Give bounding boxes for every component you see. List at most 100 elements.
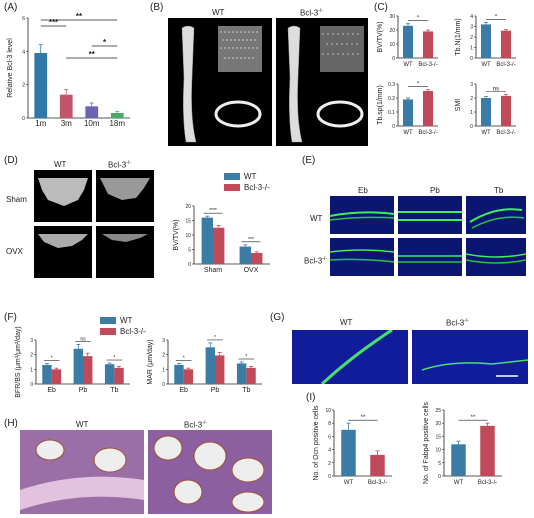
- chart-a-sig-label: ***: [49, 18, 59, 27]
- chart-a-xtick-label: 18m: [109, 119, 125, 128]
- chart-c2-ytick-label: 0: [470, 56, 473, 62]
- chart-c3-xtick-label: Bcl-3-/-: [418, 130, 437, 136]
- chart-d-ytick-label: 0: [188, 262, 191, 268]
- chart-i1-ytick-label: 4: [328, 448, 331, 454]
- chart-f1-bar: [51, 369, 62, 384]
- panel-label-i: (I): [306, 392, 316, 403]
- chart-i2-ytick-label: 0: [438, 474, 441, 480]
- chart-i1-bar: [370, 454, 385, 476]
- chart-i1-ytick-label: 6: [328, 434, 331, 440]
- chart-c2-xtick-label: Bcl-3-/-: [496, 62, 515, 68]
- chart-c1-bar: [423, 31, 433, 58]
- chart-c1-sig-label: *: [417, 16, 420, 22]
- chart-f2-xtick-label: Pb: [211, 387, 220, 394]
- chart-f2-bar: [205, 347, 215, 384]
- chart-f2-bar: [236, 363, 247, 384]
- chart-f2-ylabel: MAR (μm/day): [147, 339, 154, 384]
- chart-a-ylabel: Relative Bcl-3 level: [7, 38, 14, 98]
- microct-wt-image: [168, 18, 272, 146]
- panel-d-row-sham: Sham: [6, 195, 27, 204]
- chart-f1-bar: [83, 356, 93, 384]
- chart-d-xtick-label: Sham: [204, 267, 222, 274]
- chart-a-xtick-label: 3m: [61, 119, 72, 128]
- if-image-ko: [412, 330, 528, 384]
- panel-label-h: (H): [4, 418, 18, 429]
- chart-f1-ylabel: BFR/BS (μm³/μm²/day): [15, 326, 22, 397]
- chart-f2-ytick-label: 2: [162, 353, 165, 359]
- panel-d-row-ovx: OVX: [6, 247, 23, 256]
- chart-i1-xtick-label: WT: [344, 480, 354, 486]
- histology-wt: [20, 430, 144, 514]
- chart-f1-bar: [42, 364, 52, 384]
- chart-c2-xtick-label: WT: [481, 62, 491, 68]
- chart-a-sig-label: *: [103, 38, 107, 47]
- chart-c1-ytick-label: 10: [389, 42, 395, 48]
- panel-h-ko-label: Bcl-3-/-: [184, 420, 207, 430]
- chart-a-ytick-label: 2: [22, 83, 25, 89]
- chart-i1-bar: [341, 429, 356, 476]
- chart-i1-ytick-label: 10: [325, 408, 331, 414]
- chart-c1-bar: [403, 25, 413, 58]
- panel-label-a: (A): [4, 2, 18, 13]
- fluor-ko-tb: [466, 238, 526, 276]
- chart-c4-bar: [481, 98, 491, 126]
- chart-c3-sig-label: *: [417, 82, 420, 88]
- panel-label-e: (E): [302, 155, 316, 166]
- chart-c1-ytick-label: 20: [389, 28, 395, 34]
- chart-f2-sig-label: *: [245, 354, 247, 360]
- chart-i1-xtick-label: Bcl-3-/-: [368, 480, 387, 486]
- chart-a-ytick-label: 6: [22, 16, 25, 22]
- fluor-ko-pb: [398, 238, 462, 276]
- chart-c2-ytick-label: 4: [470, 14, 473, 20]
- chart-d-bar: [239, 246, 251, 264]
- chart-f2-ytick-label: 0: [162, 382, 165, 388]
- chart-a-xtick-label: 1m: [35, 119, 46, 128]
- fluor-wt-tb: [466, 196, 526, 234]
- chart-f1-ytick-label: 2: [30, 353, 33, 359]
- chart-c2-ytick-label: 2: [470, 35, 473, 41]
- chart-d-sig-label: ***: [248, 237, 254, 243]
- panel-label-d: (D): [4, 155, 18, 166]
- chart-c3-bar: [403, 99, 413, 126]
- chart-c4-sig-label: ns: [493, 87, 499, 93]
- panel-label-g: (G): [270, 312, 285, 323]
- chart-c2-bar: [481, 24, 491, 58]
- ovx-image-ko-sham: [96, 170, 154, 222]
- chart-f1-ytick-label: 3: [30, 338, 33, 344]
- panel-e-row-wt: WT: [310, 214, 323, 223]
- if-image-wt: [292, 330, 408, 384]
- chart-c3-ylabel: Tb.sp(1/mm): [377, 85, 384, 125]
- chart-f1-xtick-label: Eb: [47, 387, 56, 394]
- histology-ko: [148, 430, 272, 514]
- chart-i1-ylabel: No. of Ocn positive cells: [313, 405, 320, 481]
- chart-i2-bar: [480, 425, 495, 476]
- chart-a-bar: [59, 94, 73, 118]
- chart-c4-xtick-label: Bcl-3-/-: [496, 130, 515, 136]
- chart-c4-ytick-label: 2: [470, 96, 473, 102]
- chart-i2-ytick-label: 20: [435, 421, 441, 427]
- panel-label-c: (C): [374, 2, 388, 13]
- chart-f2-sig-label: *: [214, 335, 216, 341]
- chart-c1-xtick-label: WT: [403, 62, 413, 68]
- chart-i1-sig-label: **: [361, 415, 366, 421]
- chart-d-xtick-label: OVX: [244, 267, 259, 274]
- panel-d-col-ko: Bcl-3-/-: [108, 160, 131, 170]
- chart-f1-bar: [114, 367, 124, 384]
- chart-a-bar: [85, 106, 99, 118]
- panel-b-wt-label: WT: [212, 8, 225, 17]
- chart-f2-bar: [246, 367, 256, 384]
- chart-c2-ylabel: Tb.N(1/mm): [455, 18, 462, 55]
- chart-f1-ytick-label: 1: [30, 367, 33, 373]
- fluor-ko-eb: [330, 238, 394, 276]
- chart-i2-ytick-label: 25: [435, 408, 441, 414]
- chart-a-bar: [34, 53, 48, 118]
- chart-c2-ytick-label: 3: [470, 25, 473, 31]
- chart-f2-xtick-label: Tb: [242, 387, 250, 394]
- microct-ko-image: [276, 18, 368, 146]
- chart-d-ylabel: BV/TV(%): [173, 219, 180, 250]
- chart-f2-xtick-label: Eb: [179, 387, 188, 394]
- panel-b-ko-label: Bcl-3-/-: [300, 8, 323, 18]
- chart-c3-ytick-label: 0.3: [388, 82, 395, 88]
- panel-e-col-pb: Pb: [430, 186, 440, 195]
